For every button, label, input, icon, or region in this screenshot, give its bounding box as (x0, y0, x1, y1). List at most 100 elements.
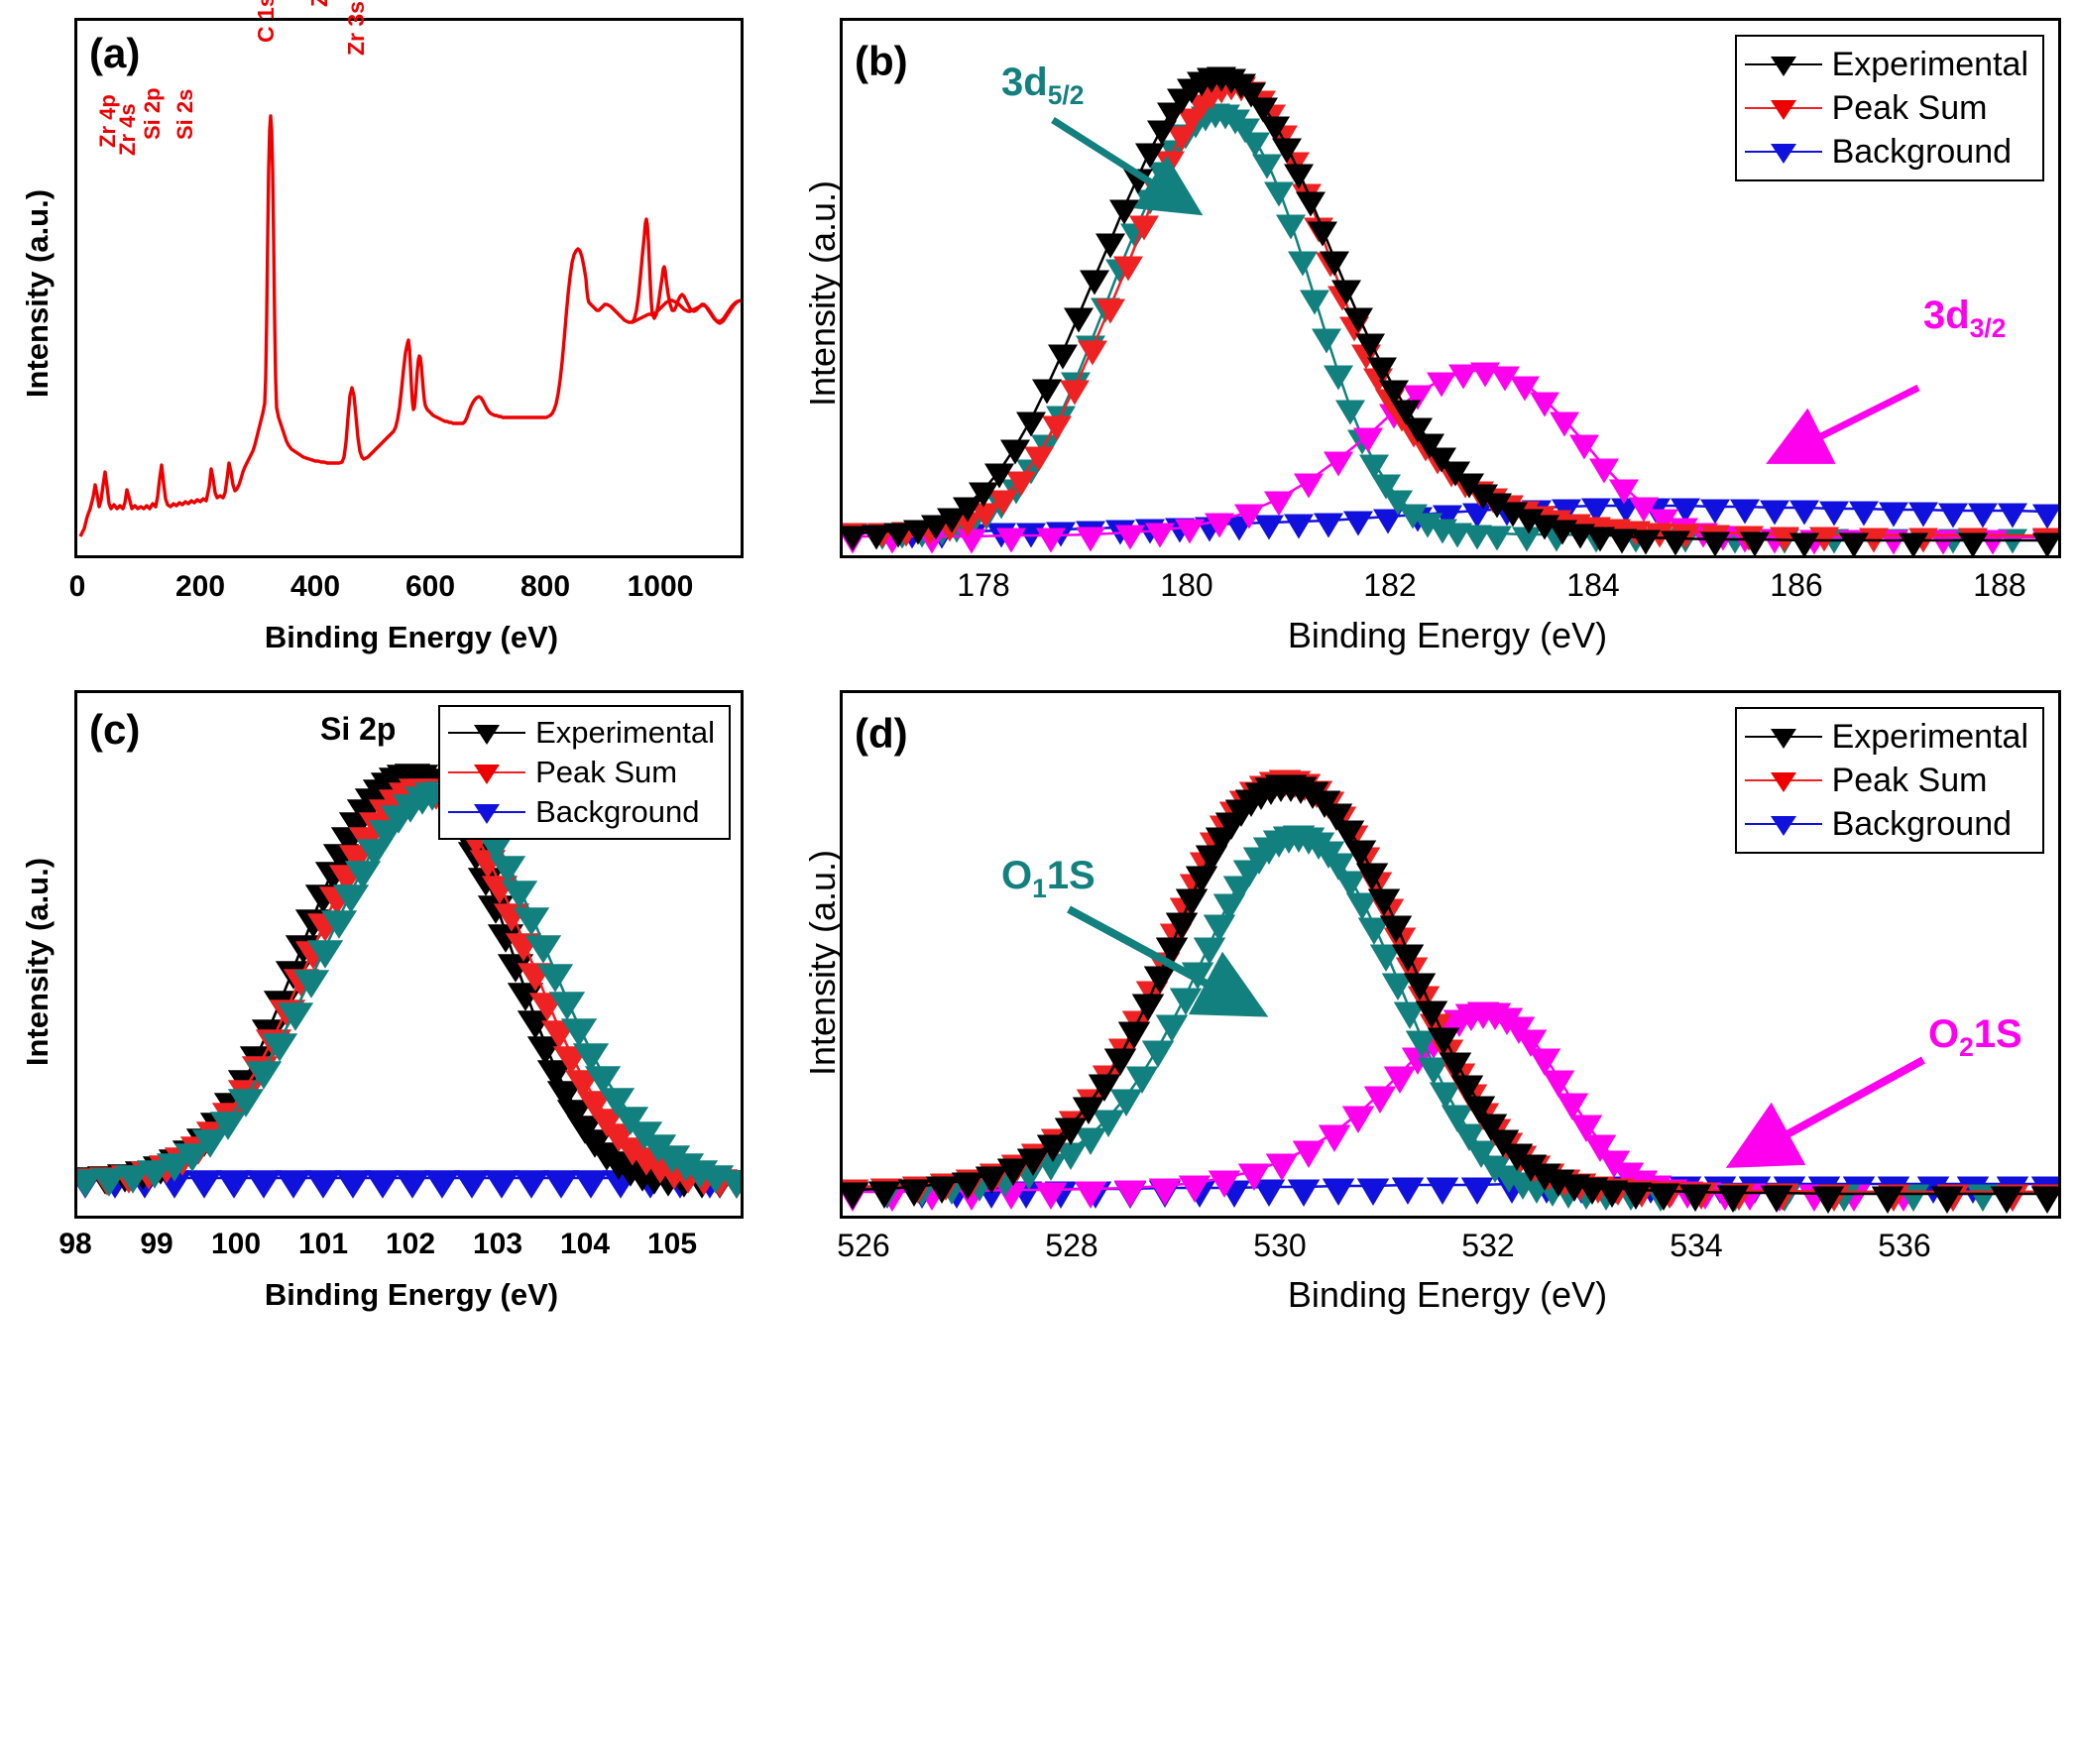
panel-c-xtick-103: 103 (472, 1228, 523, 1260)
legend-marker-experimental-icon (1744, 727, 1822, 749)
panel-d-xtick-534: 534 (1670, 1228, 1723, 1263)
panel-b-xtick-180: 180 (1160, 567, 1213, 603)
legend-item-experimental: Experimental (448, 713, 715, 753)
panel-c-xtick-99: 99 (140, 1228, 173, 1260)
legend-item-experimental: Experimental (1744, 43, 2028, 86)
panel-a: Zr 4p Zr 4s Si 2p Si 2s Zr 3d5 C 1s Zr 3… (0, 0, 783, 674)
panel-d-xaxis-title: Binding Energy (eV) (1287, 1274, 1608, 1315)
peak-label-c-1s: C 1s (253, 0, 279, 43)
annot-3d32-sub: 3/2 (1969, 313, 2007, 343)
panel-b: 3d5/2 3d3/2 Experimental Peak Sum Backgr… (783, 0, 2076, 674)
legend-item-background: Background (448, 792, 715, 832)
panel-b-spectrum (843, 66, 2058, 555)
peak-label-si-2p: Si 2p (140, 87, 165, 140)
legend-label-peak-sum: Peak Sum (1831, 761, 1988, 799)
legend-marker-background-icon (448, 802, 526, 824)
legend-item-background: Background (1744, 802, 2028, 846)
legend-item-peak-sum: Peak Sum (1744, 759, 2028, 802)
legend-label-peak-sum: Peak Sum (1831, 88, 1988, 127)
legend-marker-peak-sum-icon (1744, 98, 1822, 120)
annot-3d52-text: 3d (1001, 60, 1048, 104)
annot-3d32-text: 3d (1923, 294, 1970, 337)
panel-b-xaxis-title: Binding Energy (eV) (1287, 615, 1608, 655)
legend-item-peak-sum: Peak Sum (1744, 86, 2028, 130)
panel-d-yaxis-title: Intensity (a.u.) (802, 849, 843, 1077)
panel-a-xtick-400: 400 (289, 570, 341, 603)
legend-marker-peak-sum-icon (1744, 770, 1822, 792)
panel-a-tag: (a) (89, 30, 141, 76)
legend-marker-peak-sum-icon (448, 763, 526, 784)
panel-a-xtick-600: 600 (404, 570, 456, 603)
panel-a-survey-curve (78, 114, 741, 537)
panel-b-annotation-3d52: 3d5/2 (1001, 60, 1084, 111)
panel-a-yaxis-title: Intensity (a.u.) (20, 188, 55, 399)
panel-d-annotation-o1-1s: O11S (1001, 854, 1096, 904)
panel-d-xtick-530: 530 (1253, 1228, 1307, 1263)
legend-marker-background-icon (1744, 142, 1822, 164)
legend-label-experimental: Experimental (535, 715, 715, 750)
panel-b-xtick-178: 178 (957, 567, 1010, 603)
peak-label-zr-3p1: Zr 3p1 (306, 0, 333, 7)
legend-label-background: Background (1831, 804, 2013, 843)
peak-label-zr-3s: Zr 3s (343, 1, 369, 56)
panel-a-xtick-200: 200 (174, 570, 226, 603)
panel-d-legend: Experimental Peak Sum Background (1734, 707, 2044, 854)
annot-o2-tail: 1S (1973, 1012, 2022, 1056)
panel-c-xaxis-title: Binding Energy (eV) (264, 1277, 559, 1312)
panel-b-xtick-186: 186 (1770, 567, 1823, 603)
legend-item-background: Background (1744, 130, 2028, 174)
annot-o1-tail: 1S (1046, 854, 1096, 897)
panel-c-xtick-100: 100 (210, 1228, 262, 1260)
panel-a-plot-frame: Zr 4p Zr 4s Si 2p Si 2s Zr 3d5 C 1s Zr 3… (74, 0, 744, 558)
panel-d-plot-frame: O11S O21S Experimental Peak Sum Backgrou… (840, 690, 2061, 1219)
panel-b-xtick-182: 182 (1363, 567, 1417, 603)
panel-c-legend: Experimental Peak Sum Background (438, 705, 731, 840)
panel-b-plot-frame: 3d5/2 3d3/2 Experimental Peak Sum Backgr… (840, 18, 2061, 558)
legend-label-experimental: Experimental (1831, 45, 2028, 83)
legend-item-experimental: Experimental (1744, 715, 2028, 759)
panel-c-yaxis-title: Intensity (a.u.) (20, 857, 55, 1067)
peak-label-si-2s: Si 2s (173, 88, 197, 140)
annot-3d52-sub: 5/2 (1047, 80, 1085, 110)
annot-o1-sub: 1 (1032, 874, 1047, 903)
legend-label-experimental: Experimental (1831, 717, 2028, 756)
legend-label-background: Background (535, 794, 700, 829)
panel-b-xtick-188: 188 (1973, 567, 2026, 603)
panel-a-xaxis-title: Binding Energy (eV) (264, 620, 559, 654)
panel-d-xtick-528: 528 (1045, 1228, 1098, 1263)
panel-c: Si 2p Experimental Peak Sum Background (… (0, 674, 783, 1764)
legend-label-background: Background (1831, 132, 2013, 171)
peak-label-zr-4s: Zr 4s (115, 103, 140, 156)
legend-marker-experimental-icon (448, 723, 526, 745)
panel-d-spectrum (843, 769, 2058, 1214)
legend-item-peak-sum: Peak Sum (448, 753, 715, 792)
panel-b-xtick-184: 184 (1566, 567, 1620, 603)
panel-a-xtick-0: 0 (68, 570, 86, 603)
panel-d-xtick-532: 532 (1461, 1228, 1515, 1263)
legend-marker-experimental-icon (1744, 55, 1822, 76)
panel-a-xtick-800: 800 (519, 570, 571, 603)
annot-o2-sub: 2 (1959, 1032, 1974, 1062)
legend-marker-background-icon (1744, 814, 1822, 836)
panel-d: O11S O21S Experimental Peak Sum Backgrou… (783, 674, 2076, 1764)
panel-c-plot-frame: Si 2p Experimental Peak Sum Background (74, 690, 744, 1219)
panel-a-xtick-1000: 1000 (627, 570, 694, 603)
panel-d-xtick-526: 526 (837, 1228, 890, 1263)
panel-d-tag: (d) (855, 710, 908, 757)
annot-o1-text: O (1001, 854, 1033, 897)
panel-c-tag: (c) (89, 706, 141, 753)
panel-d-xtick-536: 536 (1878, 1228, 1931, 1263)
legend-label-peak-sum: Peak Sum (535, 755, 678, 789)
panel-c-xtick-102: 102 (385, 1228, 436, 1260)
panel-c-xtick-101: 101 (297, 1228, 349, 1260)
panel-d-annotation-o2-1s: O21S (1928, 1012, 2022, 1063)
panel-b-legend: Experimental Peak Sum Background (1734, 35, 2044, 181)
annot-o2-text: O (1928, 1012, 1960, 1056)
panel-b-annotation-3d32: 3d3/2 (1923, 294, 2006, 344)
panel-b-tag: (b) (855, 38, 908, 84)
panel-c-xtick-98: 98 (58, 1228, 92, 1260)
panel-c-xtick-105: 105 (646, 1228, 698, 1260)
panel-c-peak-title: Si 2p (320, 711, 397, 747)
panel-b-yaxis-title: Intensity (a.u.) (802, 179, 843, 408)
panel-c-xtick-104: 104 (559, 1228, 611, 1260)
